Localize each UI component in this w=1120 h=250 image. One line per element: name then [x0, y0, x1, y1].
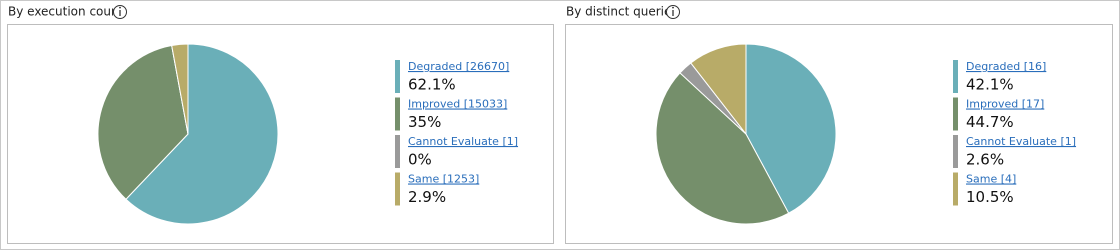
- legend-swatch: [395, 60, 400, 93]
- legend-swatch: [953, 60, 958, 93]
- legend-link[interactable]: Improved [17]: [966, 98, 1044, 111]
- legend-swatch: [953, 97, 958, 131]
- panel: [565, 24, 1113, 244]
- legend-link[interactable]: Same [4]: [966, 173, 1016, 186]
- pie-slice: [97, 44, 189, 200]
- legend-value: 44.7%: [966, 113, 1014, 131]
- pie-slice: [655, 72, 790, 225]
- pie-slice: [171, 43, 189, 135]
- legend-value: 2.6%: [966, 151, 1004, 169]
- info-icon[interactable]: [666, 5, 680, 19]
- legend-link[interactable]: Same [1253]: [408, 173, 479, 186]
- legend-link[interactable]: Improved [15033]: [408, 98, 507, 111]
- info-icon[interactable]: [113, 5, 127, 19]
- legend-value: 42.1%: [966, 76, 1014, 94]
- legend-value: 35%: [408, 113, 441, 131]
- legend-link[interactable]: Degraded [26670]: [408, 60, 509, 73]
- legend-swatch: [395, 172, 400, 206]
- legend-value: 2.9%: [408, 188, 446, 206]
- legend-swatch: [953, 172, 958, 206]
- legend-link[interactable]: Cannot Evaluate [1]: [966, 135, 1076, 148]
- legend-swatch: [953, 135, 958, 168]
- legend-link[interactable]: Cannot Evaluate [1]: [408, 135, 518, 148]
- legend-link[interactable]: Degraded [16]: [966, 60, 1046, 73]
- legend-swatch: [395, 97, 400, 131]
- pie-slice: [125, 43, 279, 225]
- legend-value: 10.5%: [966, 188, 1014, 206]
- panel: [7, 24, 554, 244]
- legend-value: 62.1%: [408, 76, 456, 94]
- panel-title: By distinct queries: [566, 5, 678, 19]
- pie-slice: [690, 43, 747, 136]
- legend-swatch: [395, 135, 400, 168]
- legend-value: 0%: [408, 151, 432, 169]
- pie-slice: [745, 43, 837, 214]
- panel-title: By execution count: [8, 5, 124, 19]
